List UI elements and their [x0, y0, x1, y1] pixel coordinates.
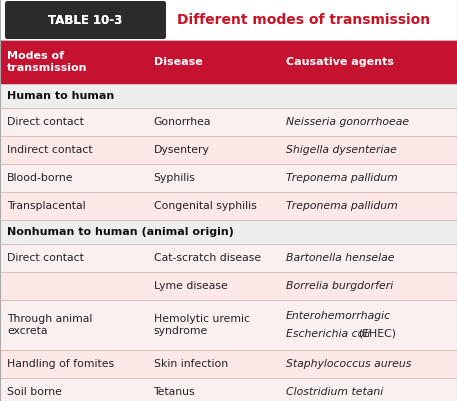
Text: (EHEC): (EHEC)	[358, 329, 396, 339]
Text: Treponema pallidum: Treponema pallidum	[286, 201, 398, 211]
Text: Transplacental: Transplacental	[7, 201, 86, 211]
Text: Cat-scratch disease: Cat-scratch disease	[154, 253, 260, 263]
Text: Handling of fomites: Handling of fomites	[7, 359, 114, 369]
Text: Blood-borne: Blood-borne	[7, 173, 74, 183]
Text: Escherichia coli: Escherichia coli	[286, 329, 370, 339]
Text: Neisseria gonorrhoeae: Neisseria gonorrhoeae	[286, 117, 409, 127]
Text: Indirect contact: Indirect contact	[7, 145, 93, 155]
Text: Treponema pallidum: Treponema pallidum	[286, 173, 398, 183]
Text: Human to human: Human to human	[7, 91, 115, 101]
Text: Causative agents: Causative agents	[286, 57, 394, 67]
FancyBboxPatch shape	[5, 1, 166, 39]
Text: Direct contact: Direct contact	[7, 117, 84, 127]
Bar	[0, 40, 457, 84]
Bar	[0, 300, 457, 350]
Bar	[0, 272, 457, 300]
Text: Shigella dysenteriae: Shigella dysenteriae	[286, 145, 397, 155]
Text: Nonhuman to human (animal origin): Nonhuman to human (animal origin)	[7, 227, 234, 237]
Text: Disease: Disease	[154, 57, 202, 67]
Text: Enterohemorrhagic: Enterohemorrhagic	[286, 311, 391, 321]
Text: Staphylococcus aureus: Staphylococcus aureus	[286, 359, 411, 369]
Bar	[0, 378, 457, 401]
Text: Direct contact: Direct contact	[7, 253, 84, 263]
Bar	[0, 192, 457, 220]
Text: Dysentery: Dysentery	[154, 145, 209, 155]
Text: Tetanus: Tetanus	[154, 387, 195, 397]
Text: Skin infection: Skin infection	[154, 359, 228, 369]
Text: Different modes of transmission: Different modes of transmission	[177, 13, 430, 27]
Text: Through animal
excreta: Through animal excreta	[7, 314, 93, 336]
Text: Gonorrhea: Gonorrhea	[154, 117, 211, 127]
Text: Borrelia burgdorferi: Borrelia burgdorferi	[286, 281, 393, 291]
Text: Hemolytic uremic
syndrome: Hemolytic uremic syndrome	[154, 314, 250, 336]
Text: Syphilis: Syphilis	[154, 173, 196, 183]
Text: Modes of
transmission: Modes of transmission	[7, 51, 88, 73]
Text: Soil borne: Soil borne	[7, 387, 62, 397]
Text: Bartonella henselae: Bartonella henselae	[286, 253, 394, 263]
Text: Congenital syphilis: Congenital syphilis	[154, 201, 256, 211]
Bar	[0, 84, 457, 108]
Bar	[0, 220, 457, 244]
Text: Lyme disease: Lyme disease	[154, 281, 227, 291]
Text: TABLE 10-3: TABLE 10-3	[48, 14, 122, 26]
FancyBboxPatch shape	[5, 1, 166, 39]
Bar	[0, 0, 457, 40]
Bar	[0, 244, 457, 272]
Text: TABLE 10-3: TABLE 10-3	[48, 14, 122, 26]
Bar	[0, 136, 457, 164]
Text: Clostridium tetani: Clostridium tetani	[286, 387, 383, 397]
Bar	[0, 350, 457, 378]
Bar	[0, 108, 457, 136]
Bar	[0, 164, 457, 192]
